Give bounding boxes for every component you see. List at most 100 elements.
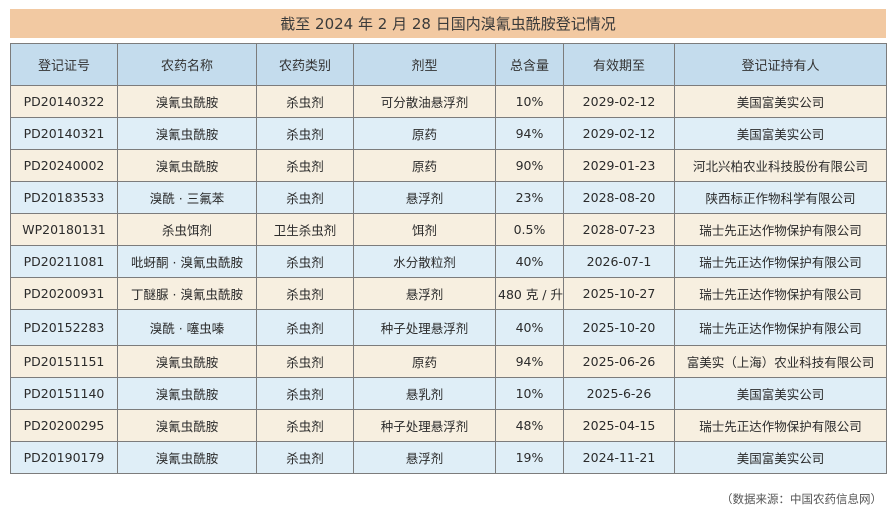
content-cell: 23% <box>495 181 564 214</box>
category-cell: 杀虫剂 <box>256 181 354 214</box>
pesticide-name-cell: 溴氰虫酰胺 <box>117 441 257 474</box>
holder-cell: 美国富美实公司 <box>674 85 887 118</box>
table-row: PD20140322 溴氰虫酰胺 杀虫剂 可分散油悬浮剂 10% 2029-02… <box>10 85 887 118</box>
table-row: WP20180131 杀虫饵剂 卫生杀虫剂 饵剂 0.5% 2028-07-23… <box>10 213 887 246</box>
table-row: PD20190179 溴氰虫酰胺 杀虫剂 悬浮剂 19% 2024-11-21 … <box>10 441 887 474</box>
holder-cell: 美国富美实公司 <box>674 117 887 150</box>
cert-number-cell: PD20211081 <box>10 245 118 278</box>
formulation-cell: 水分散粒剂 <box>353 245 496 278</box>
holder-cell: 陕西标正作物科学有限公司 <box>674 181 887 214</box>
content-cell: 48% <box>495 409 564 442</box>
holder-cell: 美国富美实公司 <box>674 377 887 410</box>
holder-cell: 美国富美实公司 <box>674 441 887 474</box>
expiry-cell: 2029-01-23 <box>563 149 675 182</box>
content-cell: 10% <box>495 85 564 118</box>
category-cell: 杀虫剂 <box>256 345 354 378</box>
data-source-note: （数据来源：中国农药信息网） <box>721 492 882 506</box>
expiry-cell: 2025-04-15 <box>563 409 675 442</box>
pesticide-name-cell: 溴氰虫酰胺 <box>117 149 257 182</box>
cert-number-cell: PD20152283 <box>10 309 118 346</box>
category-cell: 杀虫剂 <box>256 377 354 410</box>
category-cell: 杀虫剂 <box>256 409 354 442</box>
category-cell: 杀虫剂 <box>256 277 354 310</box>
holder-cell: 瑞士先正达作物保护有限公司 <box>674 213 887 246</box>
holder-cell: 瑞士先正达作物保护有限公司 <box>674 245 887 278</box>
holder-cell: 瑞士先正达作物保护有限公司 <box>674 409 887 442</box>
formulation-cell: 悬乳剂 <box>353 377 496 410</box>
category-cell: 卫生杀虫剂 <box>256 213 354 246</box>
pesticide-name-cell: 溴氰虫酰胺 <box>117 377 257 410</box>
content-cell: 0.5% <box>495 213 564 246</box>
category-cell: 杀虫剂 <box>256 117 354 150</box>
table-row: PD20200295 溴氰虫酰胺 杀虫剂 种子处理悬浮剂 48% 2025-04… <box>10 409 887 442</box>
cert-number-cell: PD20183533 <box>10 181 118 214</box>
cert-number-cell: PD20140322 <box>10 85 118 118</box>
content-cell: 480 克 / 升 <box>495 277 564 310</box>
formulation-cell: 可分散油悬浮剂 <box>353 85 496 118</box>
expiry-cell: 2024-11-21 <box>563 441 675 474</box>
column-header: 总含量 <box>495 43 564 86</box>
formulation-cell: 原药 <box>353 149 496 182</box>
registration-table: 登记证号 农药名称 农药类别 剂型 总含量 有效期至 登记证持有人 PD2014… <box>10 43 887 474</box>
content-cell: 94% <box>495 345 564 378</box>
header-row: 登记证号 农药名称 农药类别 剂型 总含量 有效期至 登记证持有人 <box>10 43 887 86</box>
formulation-cell: 悬浮剂 <box>353 181 496 214</box>
pesticide-name-cell: 溴氰虫酰胺 <box>117 117 257 150</box>
expiry-cell: 2029-02-12 <box>563 85 675 118</box>
content-cell: 94% <box>495 117 564 150</box>
cert-number-cell: PD20151151 <box>10 345 118 378</box>
formulation-cell: 饵剂 <box>353 213 496 246</box>
cert-number-cell: PD20240002 <box>10 149 118 182</box>
formulation-cell: 悬浮剂 <box>353 277 496 310</box>
column-header: 剂型 <box>353 43 496 86</box>
expiry-cell: 2025-6-26 <box>563 377 675 410</box>
formulation-cell: 悬浮剂 <box>353 441 496 474</box>
cert-number-cell: PD20140321 <box>10 117 118 150</box>
holder-cell: 瑞士先正达作物保护有限公司 <box>674 309 887 346</box>
column-header: 农药名称 <box>117 43 257 86</box>
expiry-cell: 2025-10-20 <box>563 309 675 346</box>
content-cell: 19% <box>495 441 564 474</box>
expiry-cell: 2028-07-23 <box>563 213 675 246</box>
pesticide-name-cell: 溴氰虫酰胺 <box>117 345 257 378</box>
table-row: PD20240002 溴氰虫酰胺 杀虫剂 原药 90% 2029-01-23 河… <box>10 149 887 182</box>
expiry-cell: 2025-10-27 <box>563 277 675 310</box>
content-cell: 10% <box>495 377 564 410</box>
table-row: PD20211081 吡蚜酮 · 溴氰虫酰胺 杀虫剂 水分散粒剂 40% 202… <box>10 245 887 278</box>
table-row: PD20200931 丁醚脲 · 溴氰虫酰胺 杀虫剂 悬浮剂 480 克 / 升… <box>10 277 887 310</box>
cert-number-cell: WP20180131 <box>10 213 118 246</box>
pesticide-name-cell: 杀虫饵剂 <box>117 213 257 246</box>
pesticide-name-cell: 溴氰虫酰胺 <box>117 409 257 442</box>
holder-cell: 富美实（上海）农业科技有限公司 <box>674 345 887 378</box>
formulation-cell: 种子处理悬浮剂 <box>353 309 496 346</box>
table-row: PD20183533 溴酰 · 三氟苯 杀虫剂 悬浮剂 23% 2028-08-… <box>10 181 887 214</box>
column-header: 有效期至 <box>563 43 675 86</box>
table-title-text: 截至 2024 年 2 月 28 日国内溴氰虫酰胺登记情况 <box>280 15 616 33</box>
category-cell: 杀虫剂 <box>256 149 354 182</box>
category-cell: 杀虫剂 <box>256 309 354 346</box>
table-row: PD20152283 溴酰 · 噻虫嗪 杀虫剂 种子处理悬浮剂 40% 2025… <box>10 309 887 346</box>
content-cell: 40% <box>495 245 564 278</box>
content-cell: 40% <box>495 309 564 346</box>
pesticide-name-cell: 溴酰 · 噻虫嗪 <box>117 309 257 346</box>
formulation-cell: 原药 <box>353 117 496 150</box>
column-header: 农药类别 <box>256 43 354 86</box>
holder-cell: 河北兴柏农业科技股份有限公司 <box>674 149 887 182</box>
category-cell: 杀虫剂 <box>256 85 354 118</box>
cert-number-cell: PD20200931 <box>10 277 118 310</box>
table-row: PD20140321 溴氰虫酰胺 杀虫剂 原药 94% 2029-02-12 美… <box>10 117 887 150</box>
cert-number-cell: PD20200295 <box>10 409 118 442</box>
expiry-cell: 2025-06-26 <box>563 345 675 378</box>
column-header: 登记证持有人 <box>674 43 887 86</box>
column-header: 登记证号 <box>10 43 118 86</box>
cert-number-cell: PD20151140 <box>10 377 118 410</box>
expiry-cell: 2029-02-12 <box>563 117 675 150</box>
category-cell: 杀虫剂 <box>256 245 354 278</box>
pesticide-name-cell: 吡蚜酮 · 溴氰虫酰胺 <box>117 245 257 278</box>
pesticide-name-cell: 溴酰 · 三氟苯 <box>117 181 257 214</box>
expiry-cell: 2028-08-20 <box>563 181 675 214</box>
holder-cell: 瑞士先正达作物保护有限公司 <box>674 277 887 310</box>
table-row: PD20151140 溴氰虫酰胺 杀虫剂 悬乳剂 10% 2025-6-26 美… <box>10 377 887 410</box>
formulation-cell: 种子处理悬浮剂 <box>353 409 496 442</box>
formulation-cell: 原药 <box>353 345 496 378</box>
